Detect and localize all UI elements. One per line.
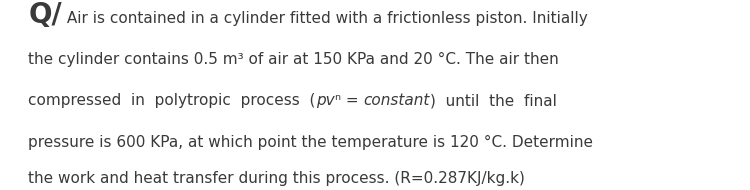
Text: =: = [340, 93, 363, 108]
Text: )  until  the  final: ) until the final [430, 93, 556, 108]
Text: the cylinder contains 0.5 m³ of air at 150 KPa and 20 °C. The air then: the cylinder contains 0.5 m³ of air at 1… [28, 52, 560, 67]
Text: ⁿ: ⁿ [334, 93, 340, 108]
Text: the work and heat transfer during this process. (R=0.287KJ/kg.k): the work and heat transfer during this p… [28, 171, 525, 186]
Text: Q/: Q/ [28, 1, 62, 29]
Text: Air is contained in a cylinder fitted with a frictionless piston. Initially: Air is contained in a cylinder fitted wi… [62, 11, 588, 26]
Text: constant: constant [363, 93, 430, 108]
Text: pressure is 600 KPa, at which point the temperature is 120 °C. Determine: pressure is 600 KPa, at which point the … [28, 135, 593, 150]
Text: compressed  in  polytropic  process  (: compressed in polytropic process ( [28, 93, 316, 108]
Text: pv: pv [316, 93, 334, 108]
